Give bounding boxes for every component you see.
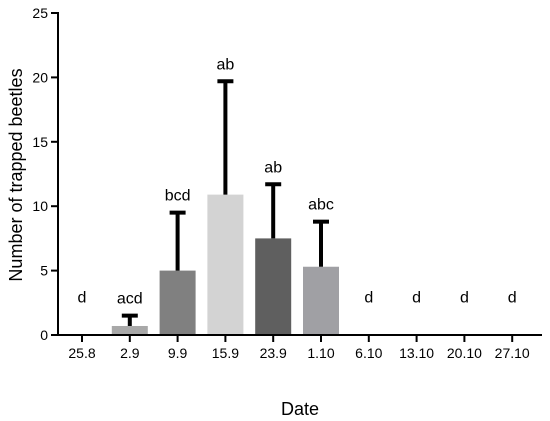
bar: [303, 266, 339, 335]
significance-label: d: [78, 289, 87, 306]
x-axis-title: Date: [281, 399, 319, 419]
bar: [159, 270, 196, 335]
x-tick-label: 27.10: [495, 345, 530, 361]
bar: [255, 238, 292, 335]
bar: [207, 194, 244, 335]
x-tick-label: 20.10: [447, 345, 482, 361]
significance-label: ab: [264, 159, 282, 176]
x-tick-label: 9.9: [168, 345, 188, 361]
x-tick-label: 25.8: [68, 345, 95, 361]
x-tick-label: 6.10: [355, 345, 382, 361]
x-tick-label: 2.9: [120, 345, 140, 361]
y-tick-label: 5: [40, 263, 48, 279]
significance-label: d: [460, 289, 469, 306]
significance-label: ab: [217, 56, 235, 73]
significance-label: d: [364, 289, 373, 306]
y-tick-label: 15: [32, 134, 48, 150]
significance-label: acd: [117, 291, 143, 308]
y-tick-label: 10: [32, 198, 48, 214]
x-tick-label: 13.10: [399, 345, 434, 361]
significance-label: d: [412, 289, 421, 306]
bars-group: [111, 194, 339, 335]
x-tick-label: 1.10: [307, 345, 334, 361]
significance-labels-group: d acd bcd ab ab abc d d d d: [78, 56, 517, 307]
x-tick-label: 15.9: [212, 345, 239, 361]
y-tick-label: 20: [32, 69, 48, 85]
y-tick-label: 25: [32, 5, 48, 21]
significance-label: d: [508, 289, 517, 306]
x-axis: 25.8 2.9 9.9 15.9 23.9 1.10 6.10 13.10 20.10 27.1…: [57, 334, 542, 361]
x-tick-label: 23.9: [260, 345, 287, 361]
y-tick-label: 0: [40, 327, 48, 343]
significance-label: bcd: [165, 188, 191, 205]
bar: [111, 325, 148, 335]
significance-label: abc: [308, 197, 334, 214]
y-axis: 0 5 10 15 20 25: [32, 5, 59, 343]
y-axis-title: Number of trapped beetles: [6, 68, 26, 281]
error-bars-group: [121, 79, 329, 326]
